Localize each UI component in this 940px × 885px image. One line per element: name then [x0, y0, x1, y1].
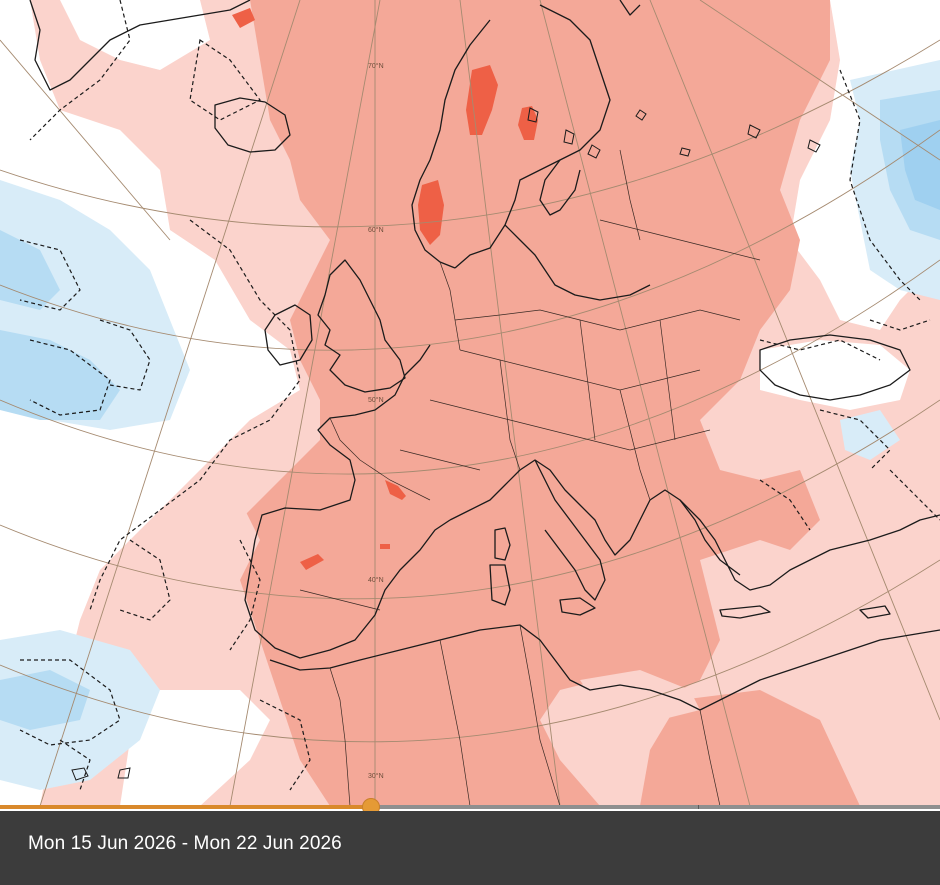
timeline-tick	[698, 805, 699, 809]
forecast-date-range: Mon 15 Jun 2026 - Mon 22 Jun 2026	[28, 833, 342, 854]
lat-label-40: 40°N	[368, 576, 384, 584]
anomaly-contours	[19, 0, 940, 791]
caption-bar: Mon 15 Jun 2026 - Mon 22 Jun 2026	[0, 811, 940, 885]
temperature-anomaly-map: 70°N 60°N 50°N 40°N 30°N	[0, 0, 940, 806]
lat-label-60: 60°N	[368, 226, 384, 234]
warm-anomaly-region	[240, 0, 860, 806]
country-borders	[299, 149, 761, 806]
coastlines	[29, 0, 940, 711]
lat-label-30: 30°N	[368, 772, 384, 780]
cool-anomaly-regions	[0, 60, 940, 790]
graticule	[0, 0, 940, 806]
timeline-slider[interactable]	[0, 799, 940, 815]
slight-warm-patches	[200, 500, 860, 720]
latitude-labels: 70°N 60°N 50°N 40°N 30°N	[368, 62, 384, 780]
lat-label-70: 70°N	[368, 62, 384, 70]
strong-warm-anomaly-spots	[232, 8, 538, 570]
lat-label-50: 50°N	[368, 396, 384, 404]
timeline-track[interactable]	[0, 805, 940, 809]
lakes	[71, 107, 821, 781]
timeline-progress	[0, 805, 371, 809]
